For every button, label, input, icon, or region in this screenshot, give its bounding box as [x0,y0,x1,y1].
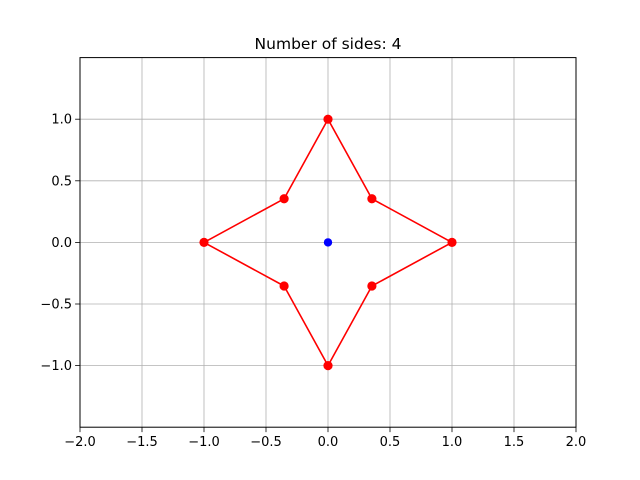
x-tick-label: 0.0 [318,435,339,450]
x-tick-label: 1.5 [504,435,525,450]
vertex-point [367,194,377,204]
x-tick-label: 0.5 [380,435,401,450]
vertex-point [447,237,457,247]
y-tick-label: 0.5 [51,174,72,189]
vertex-point [323,114,333,124]
x-tick-label: 2.0 [566,435,587,450]
x-tick-label: 1.0 [442,435,463,450]
x-tick-label: −2.0 [64,435,96,450]
y-tick-label: 1.0 [51,113,72,128]
y-tick-label: 0.0 [51,236,72,251]
y-tick-label: −1.0 [40,359,72,374]
x-tick-label: −1.0 [188,435,220,450]
y-tick-label: −0.5 [40,298,72,313]
x-tick-label: −0.5 [250,435,282,450]
x-tick-label: −1.5 [126,435,158,450]
vertex-point [279,194,289,204]
vertex-point [199,237,209,247]
vertex-point [367,281,377,291]
ticks: −2.0 −1.5 −1.0 −0.5 0.0 0.5 1.0 1.5 2.0 1.0 0.5 0.0… [40,113,586,451]
chart-title: Number of sides: 4 [255,35,402,53]
vertex-point [279,281,289,291]
center-point [323,238,333,247]
series-layer [199,114,457,371]
vertex-point [323,361,333,371]
